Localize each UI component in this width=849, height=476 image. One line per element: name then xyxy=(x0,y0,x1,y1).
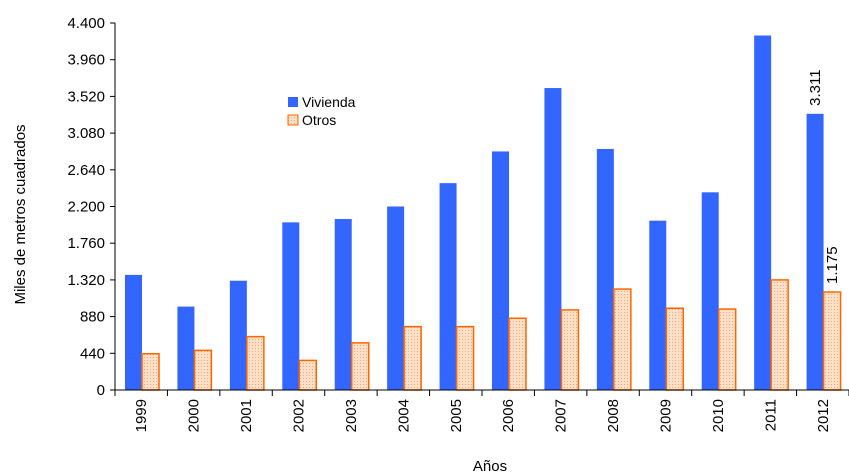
bar-otros-2006 xyxy=(508,317,527,391)
bars xyxy=(125,35,842,391)
x-tick-label: 2006 xyxy=(500,399,517,432)
bar-vivienda-2009 xyxy=(649,220,667,390)
bar-otros-2000 xyxy=(193,349,213,391)
x-axis-title: Años xyxy=(473,458,507,475)
y-tick-label: 3.960 xyxy=(67,52,105,69)
x-tick-label: 2010 xyxy=(710,399,727,432)
bar-vivienda-2008 xyxy=(596,148,614,390)
y-axis-ticks: 0 440 880 1.320 1.760 2.200 2.640 3.080 3.520 3.9… xyxy=(67,15,115,399)
bar-vivienda-2011 xyxy=(754,35,772,391)
x-axis-ticks: 1999 2000 2001 2002 2003 2004 2005 2006 2007 2008… xyxy=(114,390,849,432)
bar-otros-2007 xyxy=(560,309,580,391)
bar-otros-2011 xyxy=(770,279,789,391)
bar-otros-2003 xyxy=(350,342,370,391)
legend-label-vivienda: Vivienda xyxy=(302,94,356,110)
bar-vivienda-2005 xyxy=(439,183,457,390)
bar-otros-2002 xyxy=(298,359,318,391)
y-tick-label: 880 xyxy=(80,309,105,326)
y-axis-title: Miles de metros cuadrados xyxy=(12,124,29,304)
legend-label-otros: Otros xyxy=(302,112,336,128)
x-tick-label: 2009 xyxy=(658,399,675,432)
bar-vivienda-1999 xyxy=(125,274,142,390)
x-tick-label: 2003 xyxy=(343,399,360,432)
y-tick-label: 4.400 xyxy=(67,15,105,32)
data-label-otros-2012: 1.175 xyxy=(824,246,841,284)
y-tick-label: 2.640 xyxy=(67,162,105,179)
bar-vivienda-2012 xyxy=(806,113,824,391)
y-tick-label: 1.320 xyxy=(67,272,105,289)
y-tick-label: 3.520 xyxy=(67,88,105,105)
data-label-vivienda-2012: 3.311 xyxy=(807,69,824,105)
x-tick-label: 2001 xyxy=(238,399,255,432)
x-tick-label: 2005 xyxy=(448,399,465,432)
bar-otros-2012 xyxy=(822,291,842,391)
bar-otros-2010 xyxy=(717,308,737,391)
x-tick-label: 2000 xyxy=(186,399,203,432)
y-tick-label: 1.760 xyxy=(67,235,105,252)
bar-vivienda-2003 xyxy=(334,219,352,390)
bar-vivienda-2004 xyxy=(387,206,405,390)
x-tick-label: 2004 xyxy=(395,399,412,432)
y-tick-label: 3.080 xyxy=(67,125,105,142)
legend-swatch-vivienda xyxy=(288,97,298,107)
bar-otros-2009 xyxy=(665,307,685,391)
bar-otros-1999 xyxy=(141,352,160,391)
bar-vivienda-2002 xyxy=(282,222,300,390)
bar-otros-2001 xyxy=(246,335,265,391)
x-tick-label: 1999 xyxy=(133,399,150,432)
x-tick-label: 2011 xyxy=(762,399,779,431)
bar-vivienda-2006 xyxy=(492,151,509,390)
x-tick-label: 2008 xyxy=(605,399,622,432)
y-tick-label: 0 xyxy=(97,382,105,399)
bar-vivienda-2007 xyxy=(544,88,562,391)
bar-vivienda-2001 xyxy=(229,280,247,390)
x-tick-label: 2007 xyxy=(553,399,570,432)
y-tick-label: 2.200 xyxy=(67,199,105,216)
x-tick-label: 2002 xyxy=(291,399,308,432)
bar-vivienda-2010 xyxy=(701,192,719,390)
bar-vivienda-2000 xyxy=(177,306,195,390)
bar-otros-2005 xyxy=(455,325,475,391)
bar-otros-2004 xyxy=(403,325,422,391)
bar-otros-2008 xyxy=(613,288,632,391)
data-labels: 3.311 1.175 xyxy=(807,69,841,284)
x-tick-label: 2012 xyxy=(815,399,832,432)
legend: Vivienda Otros xyxy=(287,94,356,128)
legend-swatch-otros xyxy=(287,114,299,126)
y-tick-label: 440 xyxy=(80,345,105,362)
